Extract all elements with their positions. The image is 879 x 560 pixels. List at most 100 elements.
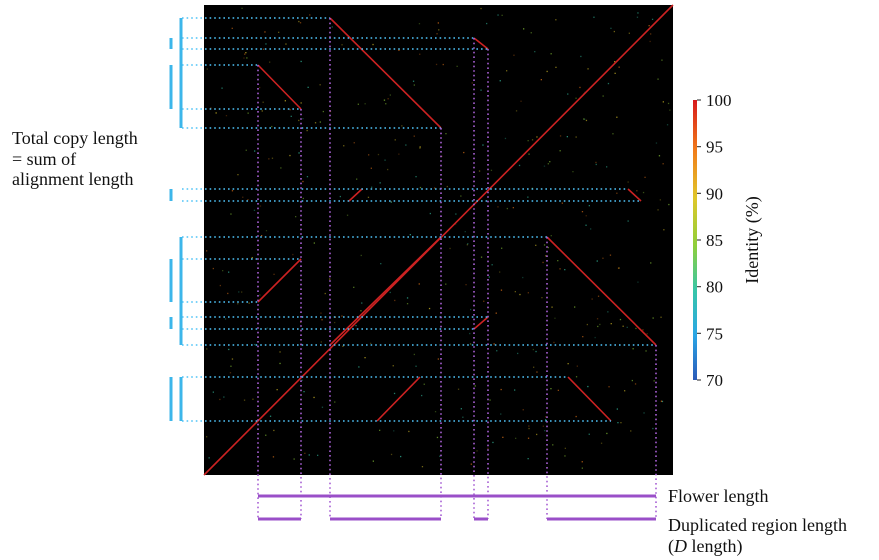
noise-dot [241, 7, 243, 9]
noise-dot [551, 306, 553, 308]
noise-dot [587, 385, 589, 388]
noise-dot [471, 82, 473, 84]
noise-dot [454, 223, 457, 225]
noise-dot [527, 437, 530, 439]
noise-dot [419, 146, 421, 148]
noise-dot [646, 333, 648, 335]
noise-dot [657, 78, 659, 80]
noise-dot [418, 283, 420, 285]
noise-dot [387, 98, 389, 100]
noise-dot [581, 467, 583, 469]
alignment-segment [473, 316, 489, 330]
noise-dot [284, 100, 286, 102]
alignment-segment [473, 37, 489, 50]
noise-dot [493, 343, 495, 345]
noise-dot [237, 174, 239, 176]
noise-dot [636, 16, 639, 18]
noise-dot [314, 122, 317, 124]
noise-dot [346, 214, 349, 216]
noise-dot [528, 425, 530, 427]
noise-dot [445, 283, 447, 285]
noise-dot [590, 228, 592, 230]
noise-dot [519, 293, 521, 296]
length-word: length) [687, 535, 743, 556]
noise-dot [268, 158, 270, 160]
noise-dot [308, 454, 310, 456]
noise-dot [367, 196, 370, 198]
noise-dot [313, 396, 315, 399]
noise-dot [279, 362, 281, 365]
noise-dot [227, 292, 229, 295]
noise-dot [555, 19, 557, 21]
noise-dot [607, 82, 610, 85]
noise-dot [622, 325, 624, 327]
noise-dot [650, 262, 652, 264]
noise-dot [514, 291, 516, 293]
noise-dot [657, 209, 659, 211]
noise-dot [588, 433, 590, 435]
noise-dot [652, 427, 654, 430]
noise-dot [648, 25, 650, 27]
noise-dot [597, 325, 599, 328]
noise-dot [554, 317, 556, 319]
noise-dot [574, 306, 576, 308]
noise-dot [600, 442, 603, 444]
noise-dot [666, 124, 669, 126]
noise-dot [552, 444, 554, 446]
noise-dot [370, 342, 372, 344]
noise-dot [406, 303, 409, 305]
alignment-segment [348, 188, 363, 202]
noise-dot [360, 254, 362, 257]
total-copy-line: = sum of [12, 148, 77, 169]
alignment-segment [627, 188, 642, 202]
noise-dot [522, 276, 524, 279]
noise-dot [660, 400, 663, 402]
noise-dot [241, 291, 243, 293]
noise-dot [436, 436, 439, 439]
noise-dot [313, 242, 315, 244]
noise-dot [273, 273, 275, 275]
noise-dot [553, 341, 555, 344]
noise-dot [357, 103, 359, 105]
noise-dot [504, 137, 507, 140]
colorbar-tick-label: 75 [706, 324, 723, 343]
noise-dot [518, 164, 521, 167]
noise-dot [262, 101, 264, 103]
noise-dot [343, 145, 345, 147]
noise-dot [663, 229, 665, 231]
noise-dot [212, 267, 214, 270]
noise-dot [480, 89, 482, 91]
noise-dot [501, 247, 503, 249]
copy-length-brackets [169, 18, 183, 421]
noise-dot [356, 178, 358, 180]
noise-dot [545, 255, 547, 257]
noise-dot [515, 110, 518, 112]
noise-dot [231, 190, 234, 192]
noise-dot [435, 63, 438, 66]
noise-dot [478, 170, 481, 172]
noise-dot [470, 463, 472, 465]
noise-dot [644, 176, 646, 178]
noise-dot [457, 388, 460, 390]
alignment-lines [203, 4, 674, 476]
noise-dot [341, 44, 343, 46]
noise-dot [585, 224, 587, 226]
noise-dot [229, 372, 232, 374]
noise-dot [651, 18, 654, 20]
noise-dot [215, 112, 217, 114]
noise-dot [419, 186, 422, 189]
total-copy-line: alignment length [12, 169, 134, 190]
noise-dot [273, 429, 275, 432]
noise-dot [559, 268, 561, 270]
noise-dot [530, 32, 532, 34]
noise-dot [225, 115, 228, 117]
alignment-segment [329, 17, 442, 129]
noise-dot [434, 187, 436, 189]
noise-dot [246, 57, 248, 59]
noise-dot [482, 144, 484, 146]
noise-dot [269, 61, 271, 63]
noise-dot [269, 415, 272, 417]
noise-dot [501, 14, 503, 16]
noise-dot [390, 201, 392, 203]
noise-dot [581, 461, 583, 463]
